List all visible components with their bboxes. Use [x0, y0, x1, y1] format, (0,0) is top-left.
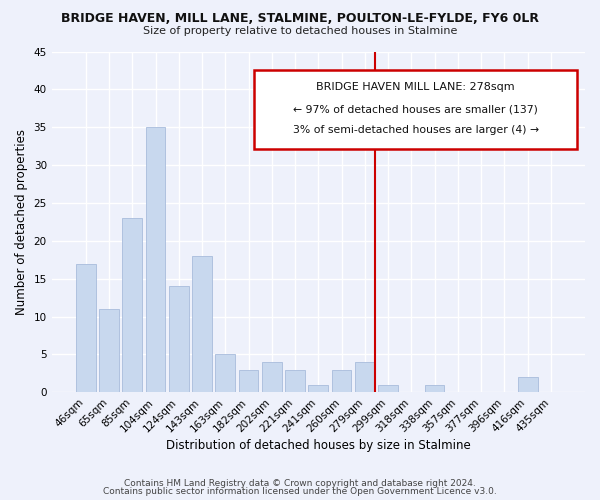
- Bar: [146, 127, 166, 392]
- Bar: [122, 218, 142, 392]
- Bar: [308, 384, 328, 392]
- Bar: [239, 370, 259, 392]
- Bar: [355, 362, 375, 392]
- Text: BRIDGE HAVEN MILL LANE: 278sqm: BRIDGE HAVEN MILL LANE: 278sqm: [316, 82, 515, 92]
- Bar: [169, 286, 188, 392]
- Bar: [76, 264, 95, 392]
- Text: BRIDGE HAVEN, MILL LANE, STALMINE, POULTON-LE-FYLDE, FY6 0LR: BRIDGE HAVEN, MILL LANE, STALMINE, POULT…: [61, 12, 539, 26]
- Text: Size of property relative to detached houses in Stalmine: Size of property relative to detached ho…: [143, 26, 457, 36]
- Text: Contains public sector information licensed under the Open Government Licence v3: Contains public sector information licen…: [103, 487, 497, 496]
- Bar: [262, 362, 282, 392]
- Text: Contains HM Land Registry data © Crown copyright and database right 2024.: Contains HM Land Registry data © Crown c…: [124, 478, 476, 488]
- Bar: [332, 370, 352, 392]
- Text: 3% of semi-detached houses are larger (4) →: 3% of semi-detached houses are larger (4…: [293, 125, 539, 135]
- Bar: [192, 256, 212, 392]
- Bar: [285, 370, 305, 392]
- Bar: [99, 309, 119, 392]
- Bar: [518, 377, 538, 392]
- FancyBboxPatch shape: [254, 70, 577, 148]
- Bar: [215, 354, 235, 392]
- Text: ← 97% of detached houses are smaller (137): ← 97% of detached houses are smaller (13…: [293, 104, 538, 115]
- Bar: [425, 384, 445, 392]
- Y-axis label: Number of detached properties: Number of detached properties: [15, 129, 28, 315]
- X-axis label: Distribution of detached houses by size in Stalmine: Distribution of detached houses by size …: [166, 440, 471, 452]
- Bar: [378, 384, 398, 392]
